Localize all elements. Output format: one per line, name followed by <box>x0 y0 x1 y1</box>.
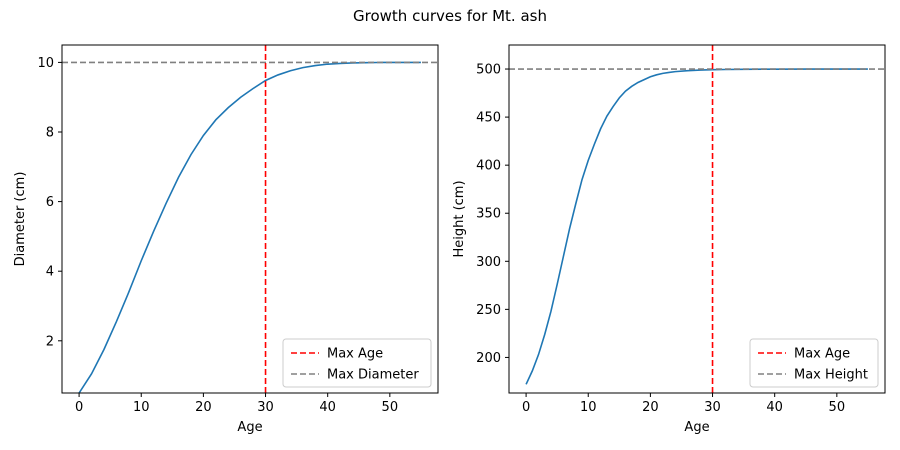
chart-1-ylabel: Diameter (cm) <box>13 172 28 267</box>
chart-2-xtick-label-30: 30 <box>704 400 721 415</box>
chart-2-legend-label-max-value: Max Height <box>794 368 868 383</box>
chart-2-ytick-label-200: 200 <box>476 351 501 366</box>
chart-1-xtick-label-50: 50 <box>382 400 399 415</box>
chart-2-xtick-label-20: 20 <box>642 400 659 415</box>
chart-2: 0 10 20 30 40 50 200 250 300 350 400 450 500 Age Heigh… <box>452 44 886 435</box>
chart-1-xtick-label-0: 0 <box>75 400 83 415</box>
chart-1-plot-area <box>62 45 438 393</box>
chart-2-ytick-label-300: 300 <box>476 255 501 270</box>
chart-1-legend-box <box>282 338 432 388</box>
chart-2-xlabel: Age <box>684 420 709 435</box>
chart-2-xtick-label-10: 10 <box>580 400 597 415</box>
chart-2-legend-label-max-age: Max Age <box>794 347 850 362</box>
chart-1-xtick-label-40: 40 <box>319 400 336 415</box>
chart-1-axes-frame <box>61 44 439 394</box>
chart-1-xtick-label-20: 20 <box>195 400 212 415</box>
chart-2-xtick-label-40: 40 <box>766 400 783 415</box>
figure-title: Growth curves for Mt. ash <box>353 7 547 25</box>
chart-1-ytick-label-10: 10 <box>37 56 54 71</box>
chart-2-xtick-label-50: 50 <box>829 400 846 415</box>
chart-1-ytick-label-4: 4 <box>46 265 54 280</box>
chart-1-legend-label-max-age: Max Age <box>327 347 383 362</box>
chart-2-plot-area <box>509 45 885 393</box>
chart-1-ytick-label-6: 6 <box>46 195 54 210</box>
chart-2-legend-box <box>749 338 879 388</box>
chart-2-axes-frame <box>508 44 886 394</box>
chart-1-growth-curve <box>78 61 421 393</box>
chart-panels: 0 10 20 30 40 50 2 4 6 8 10 Age Diameter (cm) Max Age… <box>13 44 886 435</box>
chart-2-ytick-label-350: 350 <box>476 207 501 222</box>
chart-2-ylabel: Height (cm) <box>452 180 467 257</box>
chart-2-ytick-label-250: 250 <box>476 303 501 318</box>
chart-1-xtick-label-10: 10 <box>133 400 150 415</box>
chart-2-ytick-label-500: 500 <box>476 63 501 78</box>
chart-1-ytick-label-2: 2 <box>46 334 54 349</box>
chart-1-legend: Max Age Max Diameter <box>282 338 432 388</box>
chart-1-ytick-label-8: 8 <box>46 126 54 141</box>
chart-1: 0 10 20 30 40 50 2 4 6 8 10 Age Diameter (cm) Max Age… <box>13 44 439 435</box>
chart-2-xtick-label-0: 0 <box>522 400 530 415</box>
chart-1-legend-label-max-value: Max Diameter <box>327 368 419 383</box>
chart-2-legend: Max Age Max Height <box>749 338 879 388</box>
chart-2-ytick-label-400: 400 <box>476 159 501 174</box>
chart-2-ytick-label-450: 450 <box>476 111 501 126</box>
chart-1-xtick-label-30: 30 <box>257 400 274 415</box>
chart-1-xlabel: Age <box>237 420 262 435</box>
